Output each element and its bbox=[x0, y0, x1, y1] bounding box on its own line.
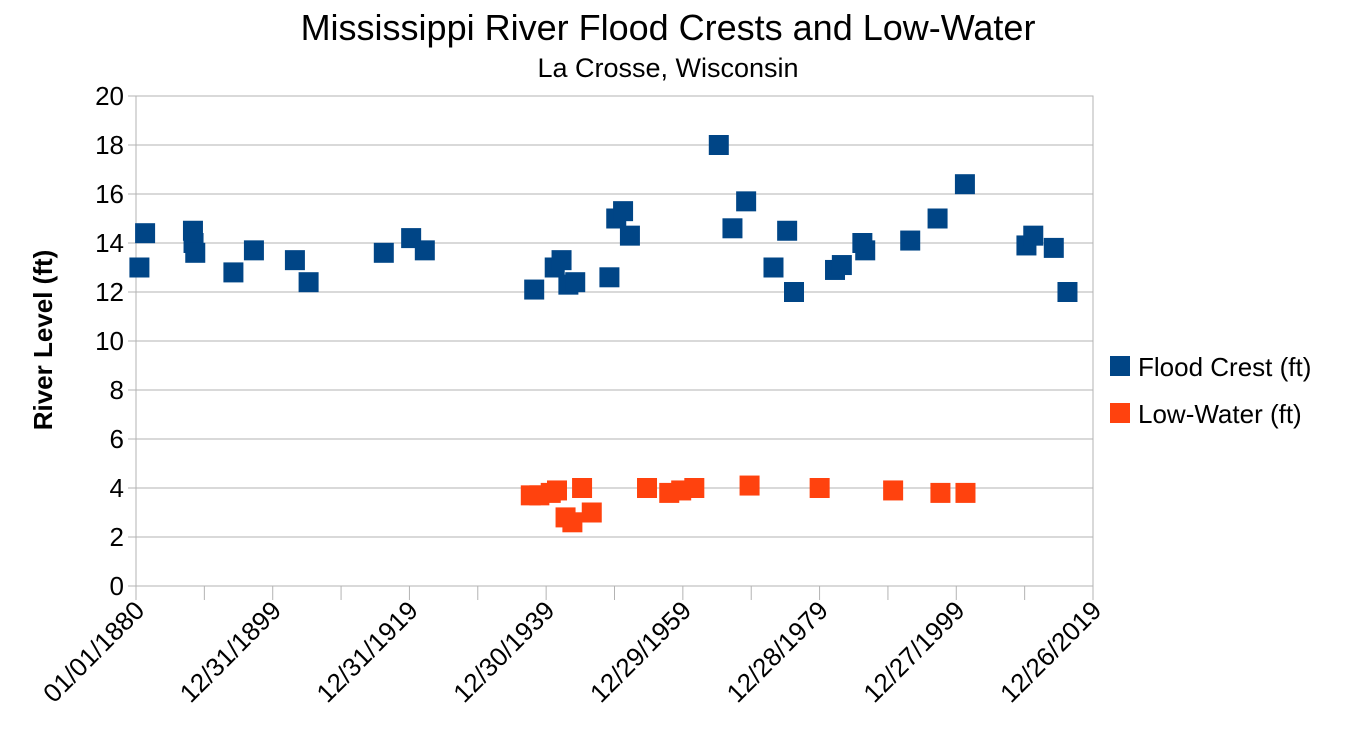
series-flood-crest bbox=[129, 135, 1078, 302]
data-series bbox=[129, 135, 1078, 533]
data-point bbox=[581, 502, 602, 523]
data-point bbox=[243, 240, 264, 261]
y-tick-label: 8 bbox=[110, 375, 124, 405]
y-tick-label: 6 bbox=[110, 424, 124, 454]
y-tick-label: 16 bbox=[95, 179, 124, 209]
data-point bbox=[524, 279, 545, 300]
y-tick-label: 14 bbox=[95, 228, 124, 258]
data-point bbox=[809, 478, 830, 498]
chart-title: Mississippi River Flood Crests and Low-W… bbox=[301, 7, 1036, 48]
data-point bbox=[739, 475, 760, 496]
chart-subtitle: La Crosse, Wisconsin bbox=[537, 53, 798, 83]
data-point bbox=[736, 191, 757, 212]
gridlines bbox=[136, 95, 1093, 587]
data-point bbox=[129, 257, 150, 278]
data-point bbox=[565, 272, 586, 293]
data-point bbox=[1043, 237, 1064, 258]
data-point bbox=[599, 267, 620, 288]
data-point bbox=[708, 135, 729, 155]
data-point bbox=[1023, 225, 1044, 246]
x-tick-label: 12/31/1899 bbox=[174, 595, 287, 708]
y-tick-label: 4 bbox=[110, 473, 124, 503]
data-point bbox=[722, 218, 743, 239]
data-point bbox=[763, 257, 784, 278]
y-tick-label: 18 bbox=[95, 130, 124, 160]
y-tick-label: 12 bbox=[95, 277, 124, 307]
data-point bbox=[135, 223, 156, 244]
data-point bbox=[572, 478, 593, 498]
data-point bbox=[927, 208, 948, 229]
data-point bbox=[1057, 282, 1078, 302]
data-point bbox=[373, 242, 394, 263]
data-point bbox=[883, 480, 904, 501]
legend-label: Low-Water (ft) bbox=[1138, 399, 1302, 429]
data-point bbox=[954, 174, 975, 195]
y-tick-label: 20 bbox=[95, 81, 124, 111]
data-point bbox=[185, 242, 206, 263]
y-tick-label: 0 bbox=[110, 571, 124, 601]
data-point bbox=[284, 250, 305, 271]
data-point bbox=[551, 250, 572, 271]
x-tick-label: 12/30/1939 bbox=[447, 595, 560, 708]
x-tick-label: 12/28/1979 bbox=[721, 595, 834, 708]
series-low-water bbox=[520, 475, 976, 533]
data-point bbox=[930, 482, 951, 503]
data-point bbox=[613, 201, 634, 222]
x-tick-label: 01/01/1880 bbox=[37, 595, 150, 708]
legend-label: Flood Crest (ft) bbox=[1138, 352, 1311, 382]
data-point bbox=[562, 512, 583, 533]
data-point bbox=[784, 282, 805, 302]
legend: Flood Crest (ft) Low-Water (ft) bbox=[1110, 352, 1311, 429]
data-point bbox=[900, 230, 921, 251]
data-point bbox=[223, 262, 244, 283]
data-point bbox=[855, 240, 876, 261]
data-point bbox=[955, 482, 976, 503]
data-point bbox=[684, 478, 705, 498]
data-point bbox=[546, 480, 567, 501]
data-point bbox=[619, 225, 640, 246]
data-point bbox=[831, 255, 852, 276]
x-tick-labels: 01/01/1880 12/31/1899 12/31/1919 12/30/1939… bbox=[37, 595, 1107, 708]
y-tick-label: 10 bbox=[95, 326, 124, 356]
axes bbox=[128, 95, 1094, 600]
y-axis-label: River Level (ft) bbox=[28, 250, 58, 431]
data-point bbox=[637, 478, 658, 498]
data-point bbox=[414, 240, 435, 261]
x-tick-label: 12/31/1919 bbox=[310, 595, 423, 708]
legend-swatch bbox=[1110, 403, 1130, 423]
data-point bbox=[777, 220, 798, 241]
y-tick-label: 2 bbox=[110, 522, 124, 552]
x-tick-label: 12/26/2019 bbox=[994, 595, 1107, 708]
data-point bbox=[298, 272, 319, 293]
legend-swatch bbox=[1110, 356, 1130, 376]
x-tick-label: 12/29/1959 bbox=[584, 595, 697, 708]
x-tick-label: 12/27/1999 bbox=[857, 595, 970, 708]
y-tick-labels: 0 2 4 6 8 10 12 14 16 18 20 bbox=[95, 81, 124, 601]
